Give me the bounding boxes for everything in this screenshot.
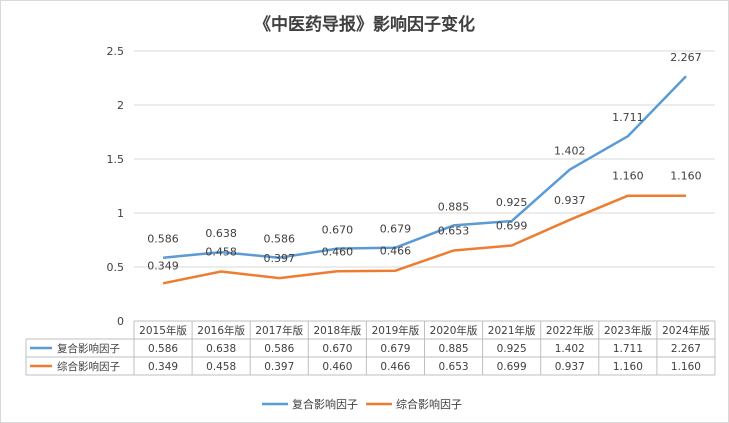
table-cell: 1.160 (671, 361, 701, 373)
data-label: 0.670 (322, 224, 354, 237)
table-cell: 0.397 (264, 361, 294, 373)
table-cell: 0.679 (380, 343, 410, 355)
y-tick-label: 0 (117, 315, 124, 328)
x-tick-label: 2018年版 (313, 324, 361, 337)
data-label: 0.586 (264, 233, 296, 246)
y-tick-label: 2.5 (107, 45, 125, 58)
data-label: 0.397 (264, 252, 296, 265)
y-tick-label: 0.5 (107, 261, 125, 274)
data-label: 1.711 (612, 111, 644, 124)
data-label: 1.160 (670, 170, 702, 183)
table-cell: 0.466 (380, 361, 410, 373)
table-cell: 1.711 (613, 343, 643, 355)
data-label: 0.638 (205, 227, 237, 240)
table-series-name: 综合影响因子 (57, 360, 120, 373)
data-label: 0.937 (554, 194, 586, 207)
data-label: 0.699 (496, 220, 528, 233)
data-label: 0.679 (380, 223, 412, 236)
x-tick-label: 2021年版 (488, 324, 536, 337)
table-cell: 0.638 (206, 343, 236, 355)
data-label: 0.925 (496, 196, 528, 209)
series-line (162, 75, 687, 259)
table-cell: 0.670 (322, 343, 352, 355)
table-cell: 0.460 (322, 361, 352, 373)
x-tick-label: 2019年版 (372, 324, 420, 337)
x-tick-label: 2020年版 (430, 324, 478, 337)
data-label: 0.653 (438, 224, 470, 237)
data-label: 1.402 (554, 145, 586, 158)
table-cell: 0.885 (439, 343, 469, 355)
data-label: 0.460 (322, 245, 354, 258)
x-tick-label: 2022年版 (546, 324, 594, 337)
data-label: 2.267 (670, 51, 702, 64)
table-cell: 0.586 (148, 343, 178, 355)
x-tick-label: 2017年版 (255, 324, 303, 337)
data-label: 0.458 (205, 246, 237, 259)
y-tick-label: 1 (117, 207, 124, 220)
x-tick-label: 2023年版 (604, 324, 652, 337)
data-label: 0.586 (147, 233, 179, 246)
x-tick-label: 2024年版 (662, 324, 710, 337)
table-cell: 0.349 (148, 361, 178, 373)
table-cell: 0.925 (497, 343, 527, 355)
data-label: 0.885 (438, 200, 470, 213)
table-cell: 1.160 (613, 361, 643, 373)
table-cell: 0.586 (264, 343, 294, 355)
data-label: 1.160 (612, 170, 644, 183)
data-label: 0.349 (147, 259, 179, 272)
x-tick-label: 2015年版 (139, 324, 187, 337)
series-line (162, 194, 686, 285)
table-cell: 0.653 (439, 361, 469, 373)
table-cell: 0.937 (555, 361, 585, 373)
x-tick-label: 2016年版 (197, 324, 245, 337)
legend-label: 复合影响因子 (292, 397, 358, 411)
table-cell: 2.267 (671, 343, 701, 355)
y-tick-label: 1.5 (107, 153, 125, 166)
table-cell: 1.402 (555, 343, 585, 355)
chart-title: 《中医药导报》影响因子变化 (254, 15, 475, 35)
table-cell: 0.699 (497, 361, 527, 373)
table-cell: 0.458 (206, 361, 236, 373)
data-label: 0.466 (380, 245, 412, 258)
legend-label: 综合影响因子 (396, 397, 462, 411)
y-tick-label: 2 (117, 99, 124, 112)
table-series-name: 复合影响因子 (57, 342, 120, 355)
